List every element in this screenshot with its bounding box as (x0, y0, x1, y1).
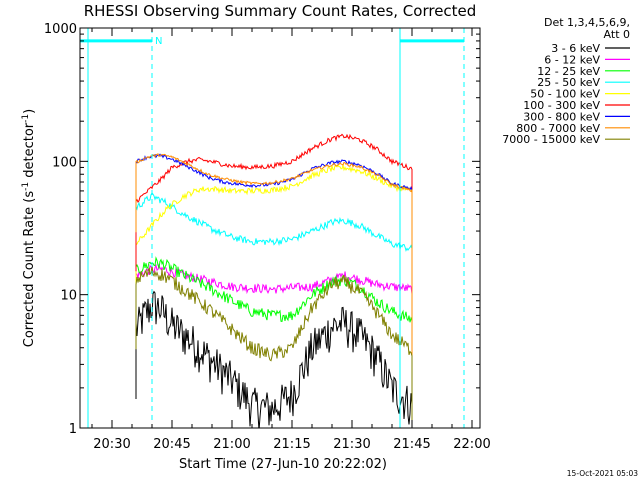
legend-entry-label: 300 - 800 keV (523, 110, 600, 123)
y-axis: 1 10 100 1000 (44, 22, 480, 437)
night-annotation: N (155, 36, 162, 47)
x-axis-label: Start Time (27-Jun-10 20:22:02) (179, 457, 387, 472)
legend-entry-label: 3 - 6 keV (551, 42, 600, 55)
series-line (135, 164, 413, 428)
x-tick-label: 20:45 (153, 437, 190, 452)
x-tick-label: 20:30 (93, 437, 130, 452)
series-line (135, 265, 413, 428)
legend-entry-label: 50 - 100 keV (530, 88, 600, 101)
legend-entry-label: 12 - 25 keV (537, 65, 600, 78)
y-tick-label: 1000 (44, 22, 77, 37)
chart-title: RHESSI Observing Summary Count Rates, Co… (84, 2, 477, 20)
legend-header-line-1: Det 1,3,4,5,6,9, (544, 16, 630, 29)
x-tick-label: 22:00 (453, 437, 490, 452)
legend-entry-label: 25 - 50 keV (537, 76, 600, 89)
legend-entry-label: 7000 - 15000 keV (502, 133, 600, 146)
y-tick-label: 1 (69, 422, 77, 437)
legend-header-line-2: Att 0 (604, 28, 630, 41)
series-line (135, 153, 413, 428)
generation-timestamp: 15-Oct-2021 05:03 (567, 469, 638, 478)
series-line (135, 153, 413, 428)
series-line (135, 263, 413, 428)
legend-entry-label: 6 - 12 keV (544, 53, 600, 66)
y-tick-label: 100 (52, 155, 77, 170)
series-line (135, 192, 413, 428)
series-line (135, 290, 413, 428)
legend-entry-label: 100 - 300 keV (523, 99, 600, 112)
x-tick-label: 21:45 (393, 437, 430, 452)
x-tick-label: 21:30 (333, 437, 370, 452)
x-tick-label: 21:15 (273, 437, 310, 452)
legend-entry-label: 800 - 7000 keV (516, 122, 600, 135)
series-line (135, 133, 413, 428)
x-axis: 20:30 20:45 21:00 21:15 21:30 21:45 22:00 (91, 28, 491, 452)
x-tick-label: 21:00 (213, 437, 250, 452)
y-tick-label: 10 (60, 289, 77, 304)
y-axis-label: Corrected Count Rate (s-1 detector-1) (21, 109, 37, 347)
plot-frame (79, 27, 481, 429)
